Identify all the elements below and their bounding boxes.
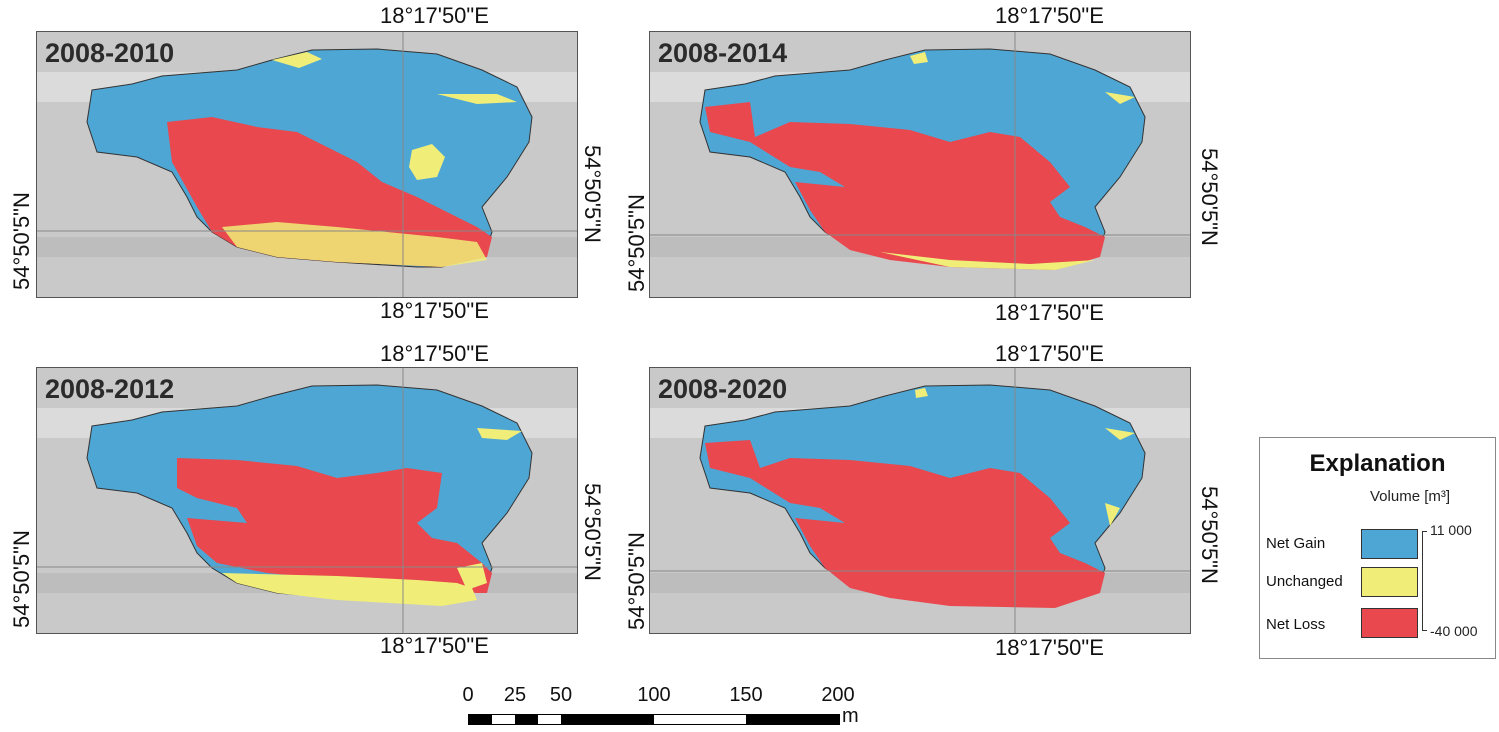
scale-label-25: 25 [503, 684, 527, 706]
longitude-label-top: 18°17'50"E [380, 3, 489, 28]
latitude-label-left: 54°50'5"N [624, 194, 649, 292]
legend-scale-max: 11 000 [1430, 522, 1472, 538]
latitude-label-right: 54°50'5"N [1197, 486, 1222, 584]
legend: Explanation Volume [m³] Net Gain Unchang… [1259, 437, 1496, 659]
latitude-label-left: 54°50'5"N [9, 192, 34, 290]
latitude-label-right: 54°50'5"N [1197, 148, 1222, 246]
change-map [650, 32, 1190, 297]
legend-swatch-net-gain [1361, 529, 1418, 559]
latitude-label-left: 54°50'5"N [9, 530, 34, 628]
scale-label-100: 100 [637, 684, 671, 706]
longitude-label-bottom: 18°17'50"E [380, 298, 489, 323]
legend-label-unchanged: Unchanged [1266, 573, 1343, 590]
latitude-label-left: 54°50'5"N [624, 532, 649, 630]
longitude-label-top: 18°17'50"E [995, 3, 1104, 28]
legend-label-net-gain: Net Gain [1266, 535, 1326, 552]
map-frame: 2008-2020 [649, 367, 1191, 634]
longitude-label-bottom: 18°17'50"E [995, 635, 1104, 660]
scale-label-150: 150 [729, 684, 763, 706]
latitude-label-right: 54°50'5"N [580, 483, 605, 581]
legend-swatch-net-loss [1361, 608, 1418, 638]
legend-tick-min [1422, 630, 1427, 631]
scale-bar-graphic [468, 714, 840, 725]
period-label: 2008-2012 [45, 374, 175, 404]
legend-title: Explanation [1309, 450, 1446, 477]
longitude-label-top: 18°17'50"E [380, 341, 489, 366]
legend-tick-max [1422, 531, 1427, 532]
scale-label-50: 50 [549, 684, 573, 706]
map-frame: 2008-2010 [36, 31, 578, 298]
longitude-label-bottom: 18°17'50"E [995, 300, 1104, 325]
change-map [650, 368, 1190, 633]
scale-label-0: 0 [462, 684, 474, 706]
change-map [37, 368, 577, 633]
longitude-label-bottom: 18°17'50"E [380, 633, 489, 658]
legend-label-net-loss: Net Loss [1266, 616, 1326, 633]
period-label: 2008-2014 [658, 38, 788, 68]
longitude-label-top: 18°17'50"E [995, 341, 1104, 366]
period-label: 2008-2010 [45, 38, 175, 68]
map-frame: 2008-2012 [36, 367, 578, 634]
legend-subtitle: Volume [m³] [1370, 488, 1451, 505]
map-frame: 2008-2014 [649, 31, 1191, 298]
legend-swatch-unchanged [1361, 567, 1418, 597]
legend-scale-min: -40 000 [1430, 623, 1478, 639]
period-label: 2008-2020 [658, 374, 788, 404]
latitude-label-right: 54°50'5"N [580, 145, 605, 243]
scale-label-200: 200 [821, 684, 855, 706]
legend-scale-line [1422, 531, 1423, 631]
scale-unit: m [842, 705, 859, 727]
change-map [37, 32, 577, 297]
